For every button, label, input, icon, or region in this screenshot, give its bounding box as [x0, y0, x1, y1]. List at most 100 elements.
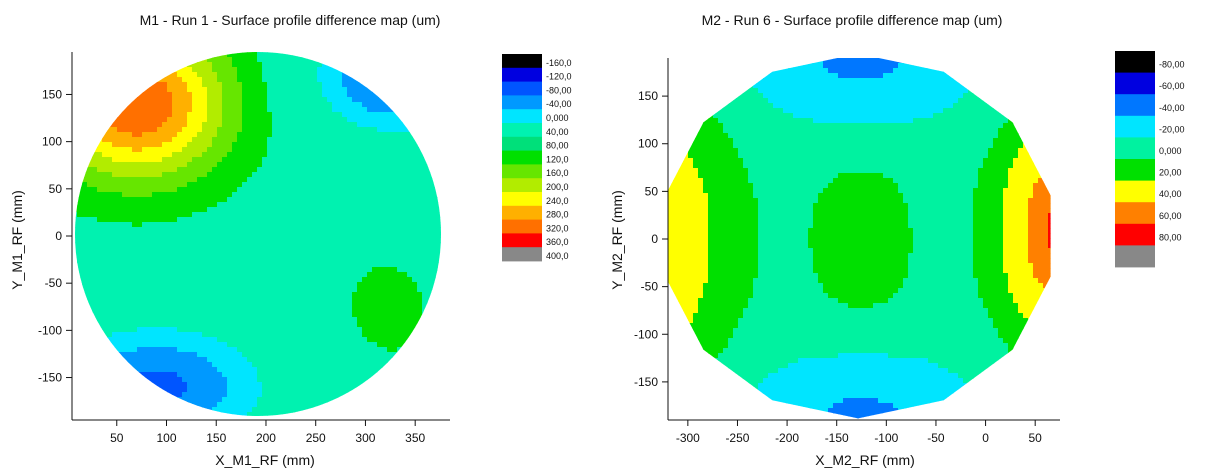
heatmap-cell	[172, 237, 178, 243]
heatmap-cell	[312, 322, 318, 328]
heatmap-cell	[92, 232, 98, 238]
heatmap-cell	[162, 157, 168, 163]
heatmap-cell	[392, 397, 398, 403]
heatmap-cell	[92, 252, 98, 258]
heatmap-cell	[357, 297, 363, 303]
heatmap-cell	[307, 222, 313, 228]
heatmap-cell	[147, 392, 153, 398]
heatmap-cell	[402, 302, 408, 308]
heatmap-cell	[407, 87, 413, 93]
heatmap-cell	[142, 222, 148, 228]
heatmap-cell	[262, 277, 268, 283]
heatmap-cell	[222, 157, 228, 163]
heatmap-cell	[387, 127, 393, 133]
heatmap-cell	[202, 337, 208, 343]
heatmap-cell	[207, 152, 213, 158]
heatmap-cell	[187, 57, 193, 63]
heatmap-cell	[307, 102, 313, 108]
heatmap-cell	[307, 307, 313, 313]
heatmap-cell	[222, 177, 228, 183]
heatmap-cell	[242, 112, 248, 118]
heatmap-cell	[142, 62, 148, 68]
heatmap-cell	[102, 57, 108, 63]
heatmap-cell	[357, 62, 363, 68]
heatmap-cell	[172, 172, 178, 178]
heatmap-cell	[287, 392, 293, 398]
heatmap-cell	[177, 252, 183, 258]
heatmap-cell	[282, 377, 288, 383]
heatmap-cell	[75, 337, 78, 343]
heatmap-cell	[167, 317, 173, 323]
heatmap-cell	[157, 362, 163, 368]
heatmap-cell	[392, 207, 398, 213]
heatmap-cell	[287, 327, 293, 333]
heatmap-cell	[217, 322, 223, 328]
heatmap-cell	[352, 57, 358, 63]
heatmap-cell	[172, 117, 178, 123]
heatmap-cell	[352, 302, 358, 308]
heatmap-cell	[127, 57, 133, 63]
heatmap-cell	[152, 352, 158, 358]
heatmap-cell	[372, 392, 378, 398]
heatmap-cell	[272, 382, 278, 388]
heatmap-cell	[282, 262, 288, 268]
heatmap-cell	[75, 142, 78, 148]
heatmap-cell	[272, 62, 278, 68]
heatmap-cell	[97, 312, 103, 318]
heatmap-cell	[312, 307, 318, 313]
heatmap-cell	[147, 262, 153, 268]
heatmap-cell	[197, 217, 203, 223]
heatmap-cell	[137, 57, 143, 63]
heatmap-cell	[337, 62, 343, 68]
heatmap-cell	[242, 297, 248, 303]
heatmap-cell	[197, 252, 203, 258]
heatmap-cell	[217, 352, 223, 358]
heatmap-cell	[187, 142, 193, 148]
heatmap-cell	[172, 107, 178, 113]
heatmap-cell	[237, 232, 243, 238]
heatmap-cell	[377, 207, 383, 213]
heatmap-cell	[277, 87, 283, 93]
heatmap-cell	[212, 242, 218, 248]
heatmap-cell	[397, 372, 403, 378]
heatmap-cell	[272, 212, 278, 218]
heatmap-cell	[262, 317, 268, 323]
heatmap-cell	[197, 192, 203, 198]
heatmap-cell	[127, 177, 133, 183]
heatmap-cell	[297, 162, 303, 168]
heatmap-cell	[142, 322, 148, 328]
heatmap-cell	[237, 237, 243, 243]
heatmap-cell	[167, 307, 173, 313]
heatmap-cell	[377, 187, 383, 193]
heatmap-cell	[297, 392, 303, 398]
heatmap-cell	[392, 327, 398, 333]
heatmap-cell	[97, 322, 103, 328]
heatmap-cell	[177, 167, 183, 173]
heatmap-cell	[197, 367, 203, 373]
heatmap-cell	[307, 127, 313, 133]
heatmap-cell	[75, 267, 78, 273]
heatmap-cell	[402, 317, 408, 323]
heatmap-cell	[392, 302, 398, 308]
heatmap-cell	[107, 137, 113, 143]
heatmap-cell	[237, 117, 243, 123]
heatmap-cell	[142, 362, 148, 368]
heatmap-cell	[342, 82, 348, 88]
heatmap-cell	[377, 337, 383, 343]
heatmap-cell	[342, 142, 348, 148]
heatmap-cell	[112, 97, 118, 103]
heatmap-cell	[202, 82, 208, 88]
heatmap-cell	[232, 167, 238, 173]
heatmap-cell	[132, 72, 138, 78]
heatmap-cell	[262, 172, 268, 178]
heatmap-cell	[267, 362, 273, 368]
heatmap-cell	[182, 207, 188, 213]
heatmap-cell	[137, 177, 143, 183]
heatmap-cell	[92, 322, 98, 328]
heatmap-cell	[97, 307, 103, 313]
heatmap-cell	[147, 187, 153, 193]
heatmap-cell	[292, 407, 298, 413]
heatmap-cell	[162, 377, 168, 383]
heatmap-cell	[212, 352, 218, 358]
heatmap-cell	[242, 402, 248, 408]
